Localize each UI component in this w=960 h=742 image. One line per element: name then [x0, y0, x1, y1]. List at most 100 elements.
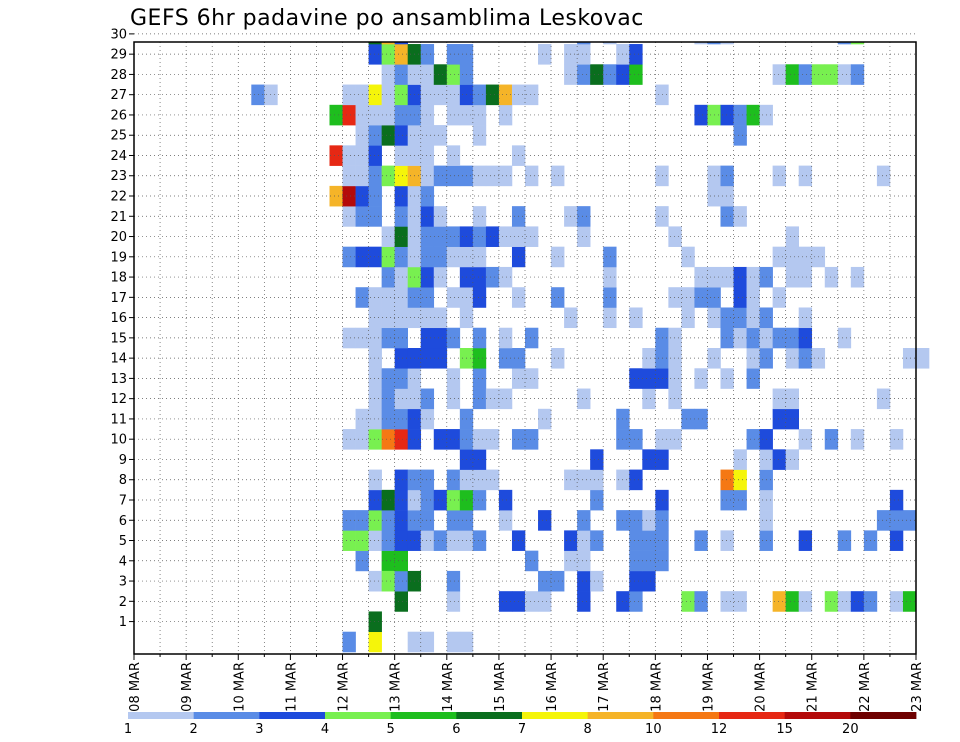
heatmap-cell: [368, 165, 382, 187]
heatmap-cell: [446, 64, 461, 85]
y-tick-label: 9: [119, 453, 127, 468]
heatmap-cell: [798, 165, 813, 187]
colorbar-swatch: [587, 712, 654, 719]
y-tick-label: 24: [110, 149, 127, 164]
heatmap-cell: [642, 368, 656, 389]
heatmap-cell: [433, 348, 448, 369]
heatmap-cell: [394, 307, 408, 329]
heatmap-cell: [720, 489, 734, 511]
heatmap-cell: [472, 489, 487, 511]
heatmap-cell: [733, 489, 747, 511]
heatmap-cell: [525, 550, 539, 572]
x-tick-label: 19 MAR: [701, 662, 716, 712]
heatmap-cell: [837, 327, 852, 349]
colorbar-label: 10: [645, 722, 662, 737]
heatmap-cell: [433, 84, 448, 106]
heatmap-cell: [720, 530, 734, 551]
x-tick-label: 15 MAR: [493, 662, 508, 712]
heatmap-cell: [381, 530, 395, 551]
heatmap-cell: [498, 84, 513, 106]
heatmap-cell: [694, 368, 708, 389]
y-tick-label: 26: [110, 108, 127, 123]
heatmap-cell: [785, 449, 799, 470]
heatmap-cell: [785, 348, 799, 369]
heatmap-cell: [538, 591, 552, 612]
heatmap-cell: [525, 327, 539, 349]
y-tick-label: 7: [119, 493, 127, 508]
heatmap-cell: [733, 206, 747, 227]
heatmap-cell: [498, 165, 513, 187]
heatmap-cell: [733, 104, 747, 126]
y-tick-label: 3: [119, 575, 127, 590]
heatmap-cell: [368, 408, 382, 430]
heatmap-cell: [368, 429, 382, 450]
heatmap-cell: [772, 165, 786, 187]
heatmap-cell: [694, 408, 708, 430]
heatmap-cell: [381, 226, 395, 247]
y-tick-label: 12: [110, 392, 127, 407]
heatmap-cell: [420, 125, 435, 146]
heatmap-cell: [394, 226, 408, 247]
y-tick-label: 20: [110, 230, 127, 245]
heatmap-cell: [772, 388, 786, 410]
heatmap-cell: [889, 429, 904, 450]
heatmap-cell: [876, 388, 891, 410]
heatmap-cell: [368, 510, 382, 531]
heatmap-cell: [746, 348, 760, 369]
heatmap-cell: [720, 206, 734, 227]
heatmap-cell: [446, 287, 461, 308]
heatmap-cell: [342, 104, 356, 126]
heatmap-cell: [472, 449, 487, 470]
heatmap-cell: [746, 307, 760, 329]
heatmap-cell: [603, 287, 617, 308]
heatmap-cell: [459, 631, 474, 653]
y-tick-label: 5: [119, 534, 127, 549]
heatmap-cell: [668, 287, 682, 308]
heatmap-cell: [642, 348, 656, 369]
heatmap-cell: [446, 510, 461, 531]
heatmap-cell: [746, 327, 760, 349]
heatmap-cell: [420, 287, 435, 308]
heatmap-cell: [629, 570, 643, 592]
heatmap-cell: [394, 368, 408, 389]
heatmap-cell: [485, 266, 500, 288]
heatmap-cell: [472, 368, 487, 389]
heatmap-cell: [902, 591, 917, 612]
heatmap-cell: [629, 550, 643, 572]
heatmap-cell: [394, 287, 408, 308]
heatmap-cell: [850, 429, 865, 450]
heatmap-cell: [472, 429, 487, 450]
y-tick-label: 16: [110, 311, 127, 326]
heatmap-cell: [420, 246, 435, 268]
heatmap-cell: [472, 125, 487, 146]
heatmap-cell: [342, 631, 356, 653]
heatmap-cell: [368, 631, 382, 653]
heatmap-cell: [577, 530, 591, 551]
heatmap-cell: [394, 44, 408, 65]
heatmap-cell: [733, 327, 747, 349]
y-tick-label: 14: [110, 352, 127, 367]
heatmap-cell: [590, 489, 604, 511]
heatmap-cell: [381, 42, 395, 45]
heatmap-cell: [498, 327, 513, 349]
heatmap-cell: [472, 327, 487, 349]
heatmap-cell: [902, 348, 917, 369]
heatmap-cell: [603, 64, 617, 85]
heatmap-cell: [785, 266, 799, 288]
heatmap-cell: [433, 206, 448, 227]
heatmap-cell: [433, 327, 448, 349]
heatmap-cell: [342, 429, 356, 450]
heatmap-cell: [472, 388, 487, 410]
heatmap-cell: [629, 429, 643, 450]
y-tick-label: 8: [119, 473, 127, 488]
heatmap-cell: [446, 489, 461, 511]
heatmap-cell: [733, 125, 747, 146]
colorbar-swatch: [850, 712, 917, 719]
y-tick-label: 17: [110, 291, 127, 306]
heatmap-cell: [420, 307, 435, 329]
heatmap-cell: [785, 591, 799, 612]
heatmap-cell: [329, 104, 343, 126]
heatmap-cell: [368, 348, 382, 369]
heatmap-cell: [824, 64, 839, 85]
heatmap-cell: [577, 469, 591, 491]
